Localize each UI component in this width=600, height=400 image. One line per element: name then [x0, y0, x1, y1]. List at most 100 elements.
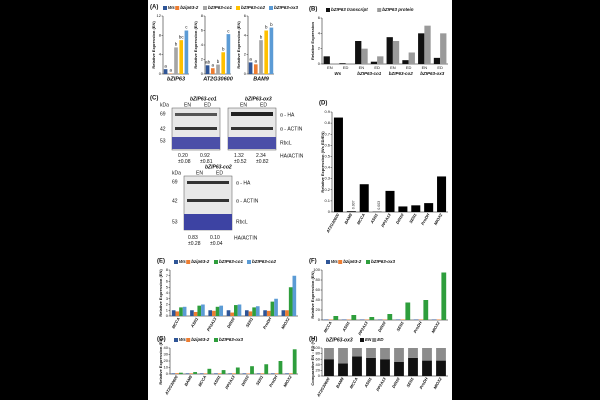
bar: [377, 319, 383, 320]
legend-label: bZIP63-ox3: [274, 5, 299, 10]
y-tick-label: 100: [313, 267, 320, 272]
y-axis-label: Relative Expression (Ws ED/EN): [320, 131, 325, 193]
legend-label: Ws: [168, 5, 175, 10]
group-label: bZIP63-co2: [389, 71, 414, 76]
bar: [264, 364, 269, 374]
legend-label: bzip63-2: [191, 337, 210, 342]
bar: [333, 117, 343, 212]
significance-letter: b: [175, 42, 178, 47]
significance-letter: a: [255, 59, 258, 64]
ratio: 0.10 ±0.04: [210, 235, 223, 247]
x-tick-label: MIOX2: [432, 376, 443, 390]
bar: [214, 373, 218, 374]
size-label: 69: [172, 179, 178, 185]
bar: [269, 27, 274, 75]
bar: [242, 373, 247, 374]
bar: [179, 307, 183, 316]
y-tick-label: 8: [166, 267, 169, 272]
x-tick-label: MCCA: [322, 320, 332, 333]
legend-title: bZIP63-ox3: [326, 337, 353, 343]
legend-label: ED: [377, 337, 384, 342]
y-tick-label: 10: [164, 365, 169, 370]
y-tick-label: 7: [166, 273, 169, 278]
bar: [339, 63, 346, 64]
significance-letter: bc: [179, 34, 185, 39]
legend-label: bZIP63 transcript: [331, 7, 368, 12]
bar: [174, 47, 178, 74]
bar: [215, 306, 220, 316]
y-tick-label: 0: [159, 71, 162, 76]
x-tick-label: DIN10: [226, 316, 236, 329]
bar-segment: [324, 359, 334, 376]
bar: [405, 302, 411, 320]
lane-label: ED: [204, 102, 211, 108]
bar: [400, 319, 406, 320]
bar: [288, 373, 293, 374]
y-tick-label: 0.1: [324, 198, 330, 203]
x-axis-label: BAM9: [253, 76, 270, 82]
y-tick-label: 20: [164, 358, 169, 363]
bar: [171, 310, 176, 316]
bar: [328, 319, 334, 320]
bar: [266, 310, 271, 316]
band: [228, 137, 276, 149]
y-tick-label: 12: [157, 13, 162, 18]
legend-swatch: [186, 338, 191, 342]
x-tick-label: ProDH: [262, 316, 273, 329]
y-tick-label: 60: [316, 356, 321, 361]
x-tick-label: ED: [406, 65, 412, 70]
x-tick-label: BAM9: [335, 376, 345, 389]
bar: [402, 60, 409, 64]
bar-segment: [366, 357, 376, 376]
x-tick-label: MCCA: [348, 376, 358, 389]
x-tick-label: EN: [327, 65, 333, 70]
y-tick-label: 20: [316, 307, 321, 312]
bar: [433, 57, 441, 64]
x-tick-label: MCCA: [356, 212, 366, 225]
x-tick-label: ASN1: [341, 320, 352, 333]
significance-letter: b: [270, 22, 273, 27]
kda-label: kDa: [172, 170, 181, 176]
y-tick-label: 3: [166, 296, 169, 301]
legend-label: EN: [365, 337, 372, 342]
panel-label: (A): [150, 5, 158, 11]
y-tick-label: 0: [318, 317, 321, 322]
y-tick-label: 0.5: [324, 154, 330, 159]
lane-label: ED: [216, 170, 223, 176]
bar: [193, 311, 198, 316]
bar: [341, 319, 347, 320]
bar: [431, 319, 437, 320]
bar-segment: [380, 348, 390, 360]
y-tick-label: 6: [166, 279, 169, 284]
y-tick-label: 80: [316, 351, 321, 356]
y-tick-label: 0: [318, 373, 321, 378]
legend-label: bZIP63-co1: [219, 259, 244, 264]
bar: [221, 52, 226, 74]
legend-swatch: [174, 260, 178, 264]
legend-swatch: [214, 260, 218, 264]
antibody-label: RbcL: [280, 140, 292, 146]
bar-segment: [408, 348, 418, 358]
legend-label: Ws: [331, 259, 338, 264]
y-tick-label: 4: [159, 52, 162, 57]
bar: [255, 306, 260, 316]
bar-segment: [422, 348, 432, 361]
x-tick-label: EN: [422, 65, 428, 70]
bar: [175, 311, 180, 316]
bar: [281, 310, 286, 316]
y-axis-label: Relative Expression: [310, 21, 315, 60]
x-tick-label: MCCA: [197, 374, 207, 387]
significance-letter: c: [227, 28, 230, 33]
legend-swatch: [360, 338, 364, 342]
band: [231, 112, 273, 116]
x-tick-label: BAM9: [183, 374, 193, 387]
band: [187, 199, 229, 202]
bar-segment: [366, 348, 376, 358]
bar: [260, 373, 265, 374]
bar: [256, 373, 261, 374]
bar: [424, 203, 434, 212]
bar: [274, 373, 279, 374]
bar: [263, 310, 267, 316]
bar: [248, 311, 253, 316]
